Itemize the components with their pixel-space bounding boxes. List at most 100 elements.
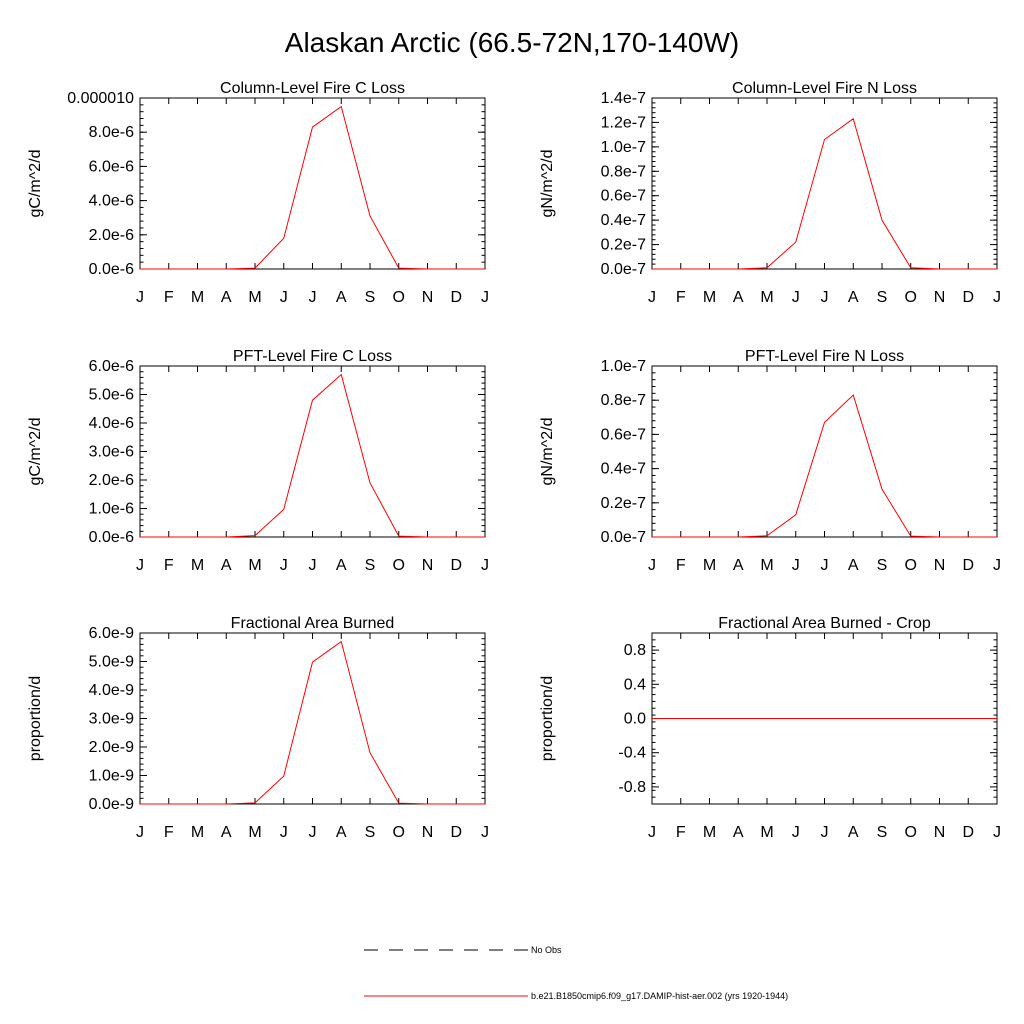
x-tick-label: J [280, 557, 288, 574]
x-tick-label: A [336, 557, 347, 574]
x-tick-label: A [336, 824, 347, 841]
x-tick-label: O [905, 557, 917, 574]
x-tick-label: A [733, 289, 744, 306]
y-tick-label: 0.2e-7 [601, 237, 646, 254]
x-tick-label: J [792, 289, 800, 306]
x-tick-label: S [877, 824, 888, 841]
x-tick-label: F [164, 557, 174, 574]
x-tick-label: J [792, 557, 800, 574]
y-tick-label: 0.0e-7 [601, 261, 646, 278]
x-tick-label: J [648, 289, 656, 306]
series-line [652, 394, 997, 538]
y-tick-label: 1.2e-7 [601, 114, 646, 131]
x-tick-label: M [248, 289, 261, 306]
x-tick-label: S [365, 824, 376, 841]
x-tick-label: O [905, 289, 917, 306]
x-tick-label: A [733, 557, 744, 574]
x-tick-label: A [336, 289, 347, 306]
plot-frame [651, 97, 998, 270]
x-tick-label: O [905, 824, 917, 841]
x-tick-label: J [481, 557, 489, 574]
y-axis-label: proportion/d [539, 676, 556, 761]
x-tick-label: M [248, 557, 261, 574]
x-tick-label: J [648, 824, 656, 841]
x-tick-label: A [221, 557, 232, 574]
y-tick-label: 1.0e-6 [89, 501, 134, 518]
x-tick-label: S [877, 557, 888, 574]
y-tick-label: 4.0e-6 [89, 415, 134, 432]
y-axis-label: proportion/d [27, 676, 44, 761]
y-tick-label: 0.0e-6 [89, 529, 134, 546]
x-tick-label: A [221, 824, 232, 841]
x-tick-label: N [934, 289, 946, 306]
plot-frame [139, 97, 486, 270]
chart-panel-6: Fractional Area Burned - Crop proportion/… [539, 615, 1001, 841]
y-tick-label: 1.4e-7 [601, 90, 646, 107]
panel-title: Fractional Area Burned [231, 615, 395, 632]
x-tick-label: J [821, 557, 829, 574]
x-tick-label: M [760, 289, 773, 306]
x-tick-label: J [136, 557, 144, 574]
x-tick-label: M [191, 289, 204, 306]
panel-title: PFT-Level Fire N Loss [745, 348, 904, 365]
y-tick-label: 2.0e-6 [89, 472, 134, 489]
y-axis-label: gC/m^2/d [27, 418, 44, 486]
x-tick-label: O [393, 289, 405, 306]
x-tick-label: F [676, 824, 686, 841]
x-tick-label: D [962, 557, 974, 574]
x-tick-label: N [422, 557, 434, 574]
x-tick-label: M [703, 824, 716, 841]
y-tick-label: 4.0e-9 [89, 682, 134, 699]
x-tick-label: J [481, 824, 489, 841]
x-tick-label: O [393, 824, 405, 841]
x-tick-label: F [164, 289, 174, 306]
series-line [140, 373, 485, 538]
y-axis-label: gN/m^2/d [539, 418, 556, 486]
y-tick-label: 0.2e-7 [601, 495, 646, 512]
x-tick-label: N [934, 557, 946, 574]
y-tick-label: 0.4e-7 [601, 461, 646, 478]
y-tick-label: 1.0e-7 [601, 358, 646, 375]
y-tick-label: 3.0e-9 [89, 711, 134, 728]
x-tick-label: J [280, 824, 288, 841]
y-tick-label: 0.6e-7 [601, 188, 646, 205]
x-tick-label: J [993, 824, 1001, 841]
y-tick-label: 3.0e-6 [89, 444, 134, 461]
y-tick-label: 1.0e-7 [601, 139, 646, 156]
x-tick-label: A [848, 289, 859, 306]
y-tick-label: 1.0e-9 [89, 768, 134, 785]
legend: No Obs b.e21.B1850cmip6.f09_g17.DAMIP-hi… [364, 945, 788, 1001]
x-tick-label: M [703, 289, 716, 306]
panel-title: Column-Level Fire N Loss [732, 80, 917, 97]
x-tick-label: F [164, 824, 174, 841]
x-tick-label: D [962, 824, 974, 841]
y-tick-label: 0.0e-9 [89, 796, 134, 813]
y-tick-label: 5.0e-9 [89, 654, 134, 671]
y-tick-label: 0.8 [624, 642, 646, 659]
y-tick-label: 0.4e-7 [601, 212, 646, 229]
legend-obs-label: No Obs [531, 945, 562, 955]
y-tick-label: 4.0e-6 [89, 193, 134, 210]
x-tick-label: M [703, 557, 716, 574]
y-tick-label: -0.8 [618, 779, 646, 796]
x-tick-label: O [393, 557, 405, 574]
x-tick-label: A [848, 824, 859, 841]
y-tick-label: 5.0e-6 [89, 387, 134, 404]
y-tick-label: 8.0e-6 [89, 124, 134, 141]
y-tick-label: 0.0e-7 [601, 529, 646, 546]
x-tick-label: N [422, 289, 434, 306]
x-tick-label: N [934, 824, 946, 841]
x-tick-label: N [422, 824, 434, 841]
panel-title: Fractional Area Burned - Crop [718, 615, 931, 632]
x-tick-label: M [248, 824, 261, 841]
panel-title: PFT-Level Fire C Loss [233, 348, 392, 365]
x-tick-label: M [191, 557, 204, 574]
x-tick-label: F [676, 289, 686, 306]
y-tick-label: 0.000010 [67, 90, 134, 107]
legend-model-label: b.e21.B1850cmip6.f09_g17.DAMIP-hist-aer.… [531, 991, 788, 1001]
